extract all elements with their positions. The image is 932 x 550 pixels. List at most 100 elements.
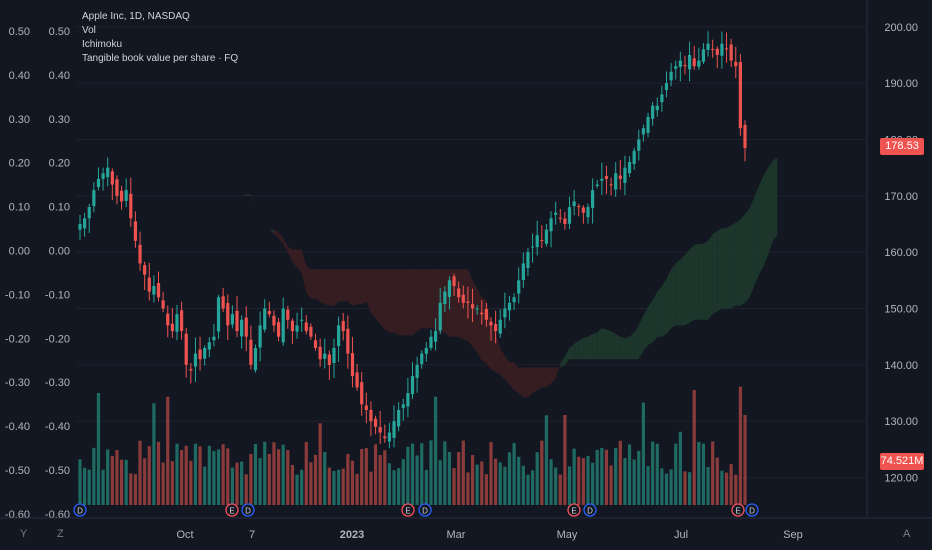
z-axis-toggle[interactable]: Z <box>57 528 64 540</box>
cloud-segment <box>430 269 436 330</box>
candle-body <box>401 404 405 409</box>
candle-body <box>535 235 539 248</box>
volume-bar <box>318 423 322 505</box>
volume-bar <box>161 462 165 505</box>
volume-bar <box>609 465 613 505</box>
auto-scale-button[interactable]: A <box>903 528 911 540</box>
candle-body <box>507 302 512 311</box>
volume-bar <box>249 453 253 505</box>
volume-bar <box>263 441 267 505</box>
cloud-segment <box>495 333 501 375</box>
candle-body <box>318 346 322 360</box>
candle-body <box>87 207 91 219</box>
right-axis-tick: 200.00 <box>884 22 918 34</box>
right-axis-tick: 120.00 <box>884 473 918 485</box>
volume-bar <box>484 474 488 505</box>
cloud-segment <box>546 367 552 388</box>
candle-body <box>715 48 719 55</box>
volume-bar <box>175 443 179 505</box>
symbol-title[interactable]: Apple Inc, 1D, NASDAQ <box>82 11 190 22</box>
candle-body <box>198 349 202 360</box>
volume-bar <box>720 470 724 505</box>
volume-bar <box>272 442 276 505</box>
candle-body <box>429 336 433 348</box>
candle-body <box>83 218 87 229</box>
right-axis[interactable]: 200.00190.00180.00170.00160.00150.00140.… <box>866 0 918 518</box>
volume-bar <box>544 415 549 505</box>
volume-bar <box>207 445 211 505</box>
left-inner-tick: 0.00 <box>49 246 70 258</box>
volume-bar <box>623 457 627 505</box>
volume-bar <box>549 459 553 505</box>
volume-bar <box>304 442 308 505</box>
cloud-segment <box>458 269 464 340</box>
candle-body <box>156 283 161 298</box>
cloud-segment <box>361 269 367 305</box>
candle-body <box>147 277 151 292</box>
cloud-segment <box>555 363 561 379</box>
cloud-segment <box>694 243 699 320</box>
volume-bar <box>461 440 465 505</box>
volume-bar <box>517 456 521 505</box>
volume-bar <box>101 469 105 505</box>
cloud-segment <box>509 362 515 391</box>
volume-bar <box>124 459 128 505</box>
time-axis-tick: Oct <box>176 529 193 541</box>
candle-body <box>258 325 262 348</box>
y-axis-toggle[interactable]: Y <box>20 528 28 540</box>
tangible-book-indicator-label[interactable]: Tangible book value per share · FQ <box>82 53 239 64</box>
cloud-segment <box>384 269 390 333</box>
event-marker-ring <box>225 503 239 517</box>
volume-bar <box>281 444 285 505</box>
cloud-segment <box>407 269 413 336</box>
volume-bar <box>92 447 96 505</box>
left-inner-tick: 0.10 <box>49 202 70 214</box>
candle-body <box>433 331 438 342</box>
cloud-segment <box>768 160 773 255</box>
volume-bar <box>235 462 239 505</box>
cloud-segment <box>301 249 307 294</box>
cloud-segment <box>306 266 311 299</box>
volume-bar <box>507 452 512 505</box>
cloud-segment <box>615 333 621 360</box>
time-axis[interactable]: Oct 7 2023 Mar May Jul Sep <box>176 529 802 541</box>
cloud-segment <box>297 249 302 274</box>
cloud-segment <box>629 332 635 360</box>
volume-indicator-label[interactable]: Vol <box>82 25 96 36</box>
cloud-segment <box>684 249 690 326</box>
cloud-segment <box>763 167 769 267</box>
ichimoku-indicator-label[interactable]: Ichimoku <box>82 39 123 50</box>
left-inner-tick: -0.30 <box>45 377 70 389</box>
cloud-segment <box>250 194 256 205</box>
right-axis-tick: 130.00 <box>884 416 918 428</box>
candle-body <box>415 364 419 378</box>
volume-bar <box>494 458 498 505</box>
volume-bar <box>618 440 622 505</box>
event-marker-label: D <box>77 507 83 516</box>
candle-body <box>373 418 378 427</box>
volume-bar <box>535 452 539 505</box>
volume-bar <box>692 390 696 505</box>
candle-body <box>179 310 184 332</box>
candle-body <box>734 61 738 67</box>
cloud-segment <box>394 269 399 336</box>
volume-bar <box>300 469 304 505</box>
last-price-badge: 178.53 <box>880 138 924 155</box>
cloud-segment <box>241 194 247 196</box>
candle-body <box>489 321 493 326</box>
candle-body <box>193 353 198 367</box>
candle-body <box>600 178 604 181</box>
candle-body <box>494 324 498 332</box>
time-axis-tick: 7 <box>249 529 255 541</box>
volume-bar <box>323 452 327 505</box>
cloud-segment <box>315 269 321 302</box>
candle-body <box>480 312 484 315</box>
candle-body <box>143 265 147 275</box>
event-marker-label: D <box>245 507 251 516</box>
volume-bar <box>558 474 562 505</box>
candle-body <box>674 66 678 69</box>
cloud-segment <box>338 269 344 302</box>
volume-bar <box>729 464 733 505</box>
